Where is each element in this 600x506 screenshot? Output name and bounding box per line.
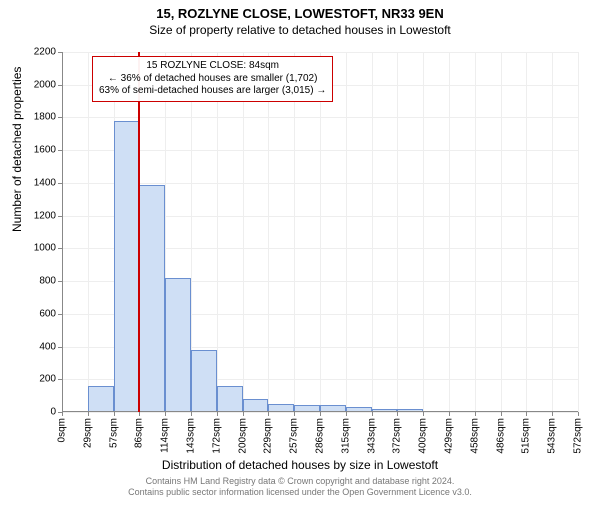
xtick-label: 429sqm [444,418,455,454]
xtick [346,412,347,416]
ytick-label: 1600 [16,145,56,156]
info-box-line: 15 ROZLYNE CLOSE: 84sqm [99,60,326,73]
property-marker-line [138,52,140,412]
gridline-v [501,52,502,412]
property-info-box: 15 ROZLYNE CLOSE: 84sqm← 36% of detached… [92,56,333,102]
xtick [449,412,450,416]
xtick-label: 458sqm [469,418,480,454]
xtick-label: 372sqm [392,418,403,454]
xtick-label: 400sqm [418,418,429,454]
xtick-label: 29sqm [82,418,93,448]
xtick [88,412,89,416]
gridline-v [578,52,579,412]
xtick [268,412,269,416]
xtick-label: 0sqm [57,418,68,442]
xtick-label: 572sqm [573,418,584,454]
ytick-label: 0 [16,407,56,418]
gridline-v [243,52,244,412]
gridline-v [268,52,269,412]
ytick-label: 600 [16,308,56,319]
xtick [372,412,373,416]
histogram-bar [88,386,114,412]
xtick-label: 143sqm [186,418,197,454]
xtick [397,412,398,416]
gridline-v [397,52,398,412]
ytick-label: 1400 [16,177,56,188]
xtick [320,412,321,416]
gridline-v [526,52,527,412]
gridline-v [217,52,218,412]
xtick [501,412,502,416]
histogram-bar [139,185,165,412]
ytick-label: 1200 [16,210,56,221]
chart-title: 15, ROZLYNE CLOSE, LOWESTOFT, NR33 9EN [0,6,600,21]
xtick-label: 257sqm [289,418,300,454]
xtick [526,412,527,416]
xtick [62,412,63,416]
xtick-label: 57sqm [108,418,119,448]
x-axis-label: Distribution of detached houses by size … [0,458,600,472]
xtick [578,412,579,416]
xtick-label: 343sqm [366,418,377,454]
xtick [139,412,140,416]
info-box-line: ← 36% of detached houses are smaller (1,… [99,73,326,86]
xtick-label: 114sqm [160,418,171,453]
footer-attribution: Contains HM Land Registry data © Crown c… [0,476,600,499]
histogram-bar [191,350,217,412]
chart-subtitle: Size of property relative to detached ho… [0,23,600,37]
xtick [217,412,218,416]
xtick [423,412,424,416]
gridline-v [552,52,553,412]
xtick [191,412,192,416]
info-box-line: 63% of semi-detached houses are larger (… [99,85,326,98]
gridline-v [346,52,347,412]
y-axis-line [62,52,63,412]
ytick-label: 2200 [16,47,56,58]
chart-plot-area: 15 ROZLYNE CLOSE: 84sqm← 36% of detached… [62,52,578,412]
gridline-v [88,52,89,412]
ytick-label: 1000 [16,243,56,254]
gridline-v [475,52,476,412]
xtick [475,412,476,416]
xtick-label: 543sqm [547,418,558,454]
ytick-label: 200 [16,374,56,385]
xtick [552,412,553,416]
xtick-label: 286sqm [315,418,326,454]
xtick-label: 315sqm [340,418,351,454]
footer-line-2: Contains public sector information licen… [0,487,600,498]
ytick-label: 2000 [16,79,56,90]
ytick-label: 1800 [16,112,56,123]
gridline-v [320,52,321,412]
xtick-label: 515sqm [521,418,532,454]
gridline-v [449,52,450,412]
xtick-label: 172sqm [211,418,222,454]
histogram-bar [217,386,243,412]
ytick-label: 400 [16,341,56,352]
xtick-label: 86sqm [134,418,145,448]
xtick [165,412,166,416]
xtick [294,412,295,416]
xtick-label: 200sqm [237,418,248,454]
xtick [114,412,115,416]
histogram-bar [114,121,140,412]
gridline-v [423,52,424,412]
xtick [243,412,244,416]
ytick-label: 800 [16,276,56,287]
xtick-label: 486sqm [495,418,506,454]
histogram-bar [165,278,191,412]
xtick-label: 229sqm [263,418,274,454]
gridline-v [372,52,373,412]
footer-line-1: Contains HM Land Registry data © Crown c… [0,476,600,487]
gridline-v [294,52,295,412]
